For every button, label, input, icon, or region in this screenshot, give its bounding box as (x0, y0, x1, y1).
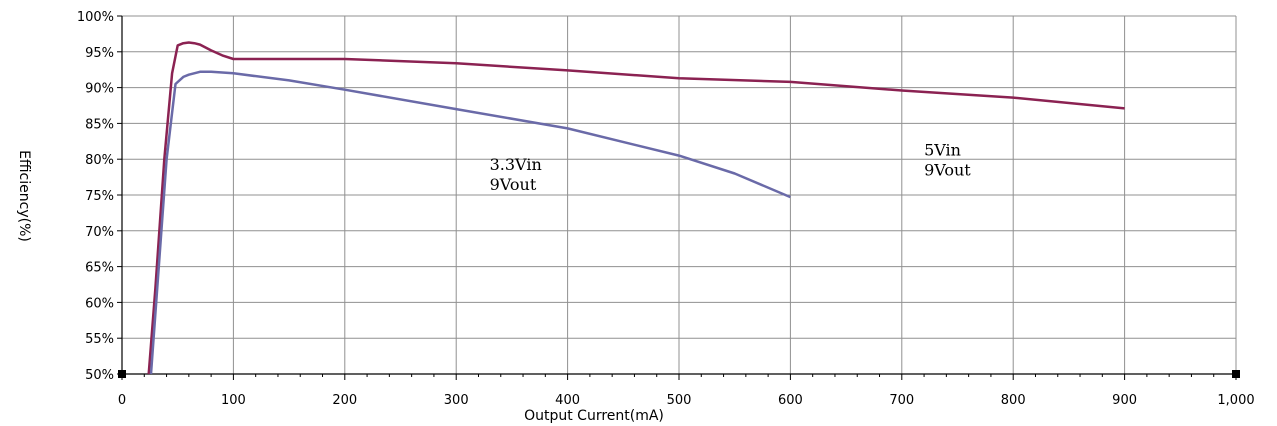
annotation-1-line: 9Vout (490, 175, 537, 194)
y-tick-label: 60% (85, 296, 114, 311)
y-tick-label: 100% (77, 10, 114, 25)
tick-labels: 50% 55% 60% 65% 70% 75% 80% 85% 90% 95% 100% 0 100 20… (77, 10, 1255, 408)
y-tick-label: 70% (85, 225, 114, 240)
x-tick-label: 300 (444, 393, 469, 408)
series-line-2 (149, 70, 791, 375)
y-tick-label: 55% (85, 332, 114, 347)
axis-end-marker (118, 370, 126, 378)
series-line-1 (147, 41, 1125, 375)
x-tick-label: 400 (555, 393, 580, 408)
x-tick-label: 200 (332, 393, 357, 408)
x-tick-label: 500 (667, 393, 692, 408)
y-tick-label: 75% (85, 189, 114, 204)
y-tick-label: 80% (85, 153, 114, 168)
x-tick-label: 600 (778, 393, 803, 408)
x-tick-label: 100 (221, 393, 246, 408)
axis-end-marker (1232, 370, 1240, 378)
y-tick-label: 65% (85, 261, 114, 276)
y-tick-label: 85% (85, 117, 114, 132)
x-tick-label: 1,000 (1217, 393, 1254, 408)
y-tick-label: 95% (85, 46, 114, 61)
x-tick-label: 800 (1001, 393, 1026, 408)
annotation-2-line: 5Vin (924, 141, 961, 160)
x-tick-label: 700 (889, 393, 914, 408)
y-tick-label: 90% (85, 82, 114, 97)
y-axis-title: Efficiency(%) (16, 150, 32, 242)
x-axis-title: Output Current(mA) (524, 408, 664, 424)
x-tick-label: 900 (1112, 393, 1137, 408)
annotation-1-line: 3.3Vin (490, 155, 542, 174)
x-tick-label: 0 (118, 393, 126, 408)
y-tick-label: 50% (85, 368, 114, 383)
grid (117, 15, 1240, 380)
series-layer (147, 41, 1125, 375)
annotation-2-line: 9Vout (924, 161, 971, 180)
minor-ticks (143, 374, 1215, 377)
